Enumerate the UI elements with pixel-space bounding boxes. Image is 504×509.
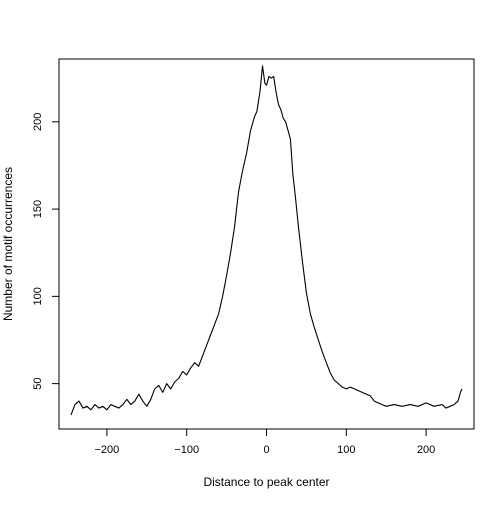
plot-frame [58, 58, 475, 430]
y-tick-label: 100 [32, 287, 44, 305]
x-tick-label: 100 [337, 444, 355, 456]
y-tick-label: 150 [32, 200, 44, 218]
x-tick-label: 200 [417, 444, 435, 456]
series-line [70, 65, 463, 416]
x-tick-label: −100 [174, 444, 199, 456]
x-axis: −200 −100 0 100 200 [94, 429, 435, 456]
x-tick-label: 0 [263, 444, 269, 456]
y-tick-label: 50 [32, 377, 44, 389]
x-tick-label: −200 [94, 444, 119, 456]
y-tick-label: 200 [32, 113, 44, 131]
y-axis: 50 100 150 200 [32, 113, 59, 390]
x-axis-label: Distance to peak center [203, 475, 329, 489]
y-axis-label: Number of motif occurrences [1, 167, 15, 321]
